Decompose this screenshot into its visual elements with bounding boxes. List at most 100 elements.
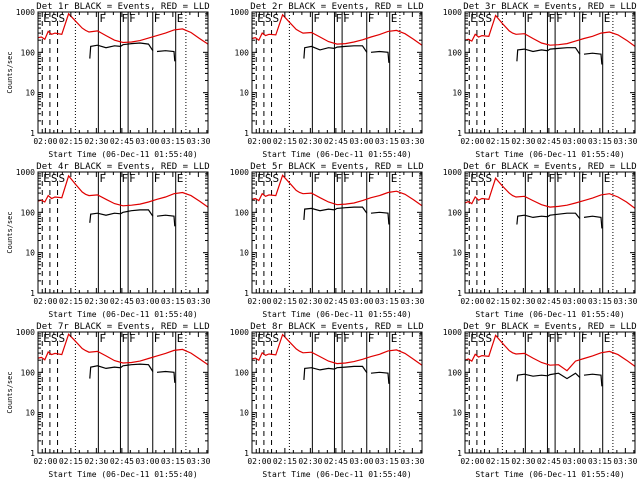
marker-label: F (99, 332, 106, 345)
panel-title: Det 2r BLACK = Events, RED = LLD (250, 2, 423, 12)
marker-label: F (526, 332, 533, 345)
marker-label: F (526, 12, 533, 25)
detector-panel-8: Det 8r BLACK = Events, RED = LLD Start Ti… (230, 322, 425, 479)
marker-label: E (470, 332, 477, 345)
x-tick-label: 03:15 (161, 137, 185, 146)
y-tick-label: 1 (457, 129, 462, 138)
marker-label: F (154, 332, 161, 345)
marker-label: S (59, 172, 66, 185)
events-series-line (370, 211, 390, 225)
y-tick-label: 1 (244, 289, 249, 298)
y-tick-label: 10 (239, 409, 249, 418)
plot-frame (37, 171, 209, 294)
y-tick-label: 1000 (443, 8, 462, 17)
y-tick-label: 100 (235, 48, 250, 57)
lld-series-line (37, 12, 209, 45)
marker-label: S (265, 172, 272, 185)
y-tick-label: 10 (452, 249, 462, 258)
panel-title: Det 4r BLACK = Events, RED = LLD (36, 162, 209, 172)
x-tick-label: 02:30 (84, 137, 108, 146)
marker-label: E (43, 12, 50, 25)
marker-label: S (59, 12, 66, 25)
marker-label: E (470, 172, 477, 185)
events-series-line (370, 50, 390, 63)
marker-label: E (604, 332, 611, 345)
x-tick-label: 02:45 (324, 137, 348, 146)
marker-label: F (313, 332, 320, 345)
lld-series-line (251, 174, 423, 207)
x-tick-label: 02:15 (486, 457, 510, 466)
y-tick-label: 1000 (16, 328, 35, 337)
marker-label: F (129, 172, 136, 185)
y-tick-label: 10 (25, 409, 35, 418)
x-tick-label: 02:45 (537, 457, 561, 466)
detector-panel-2: Det 2r BLACK = Events, RED = LLD Start Ti… (230, 2, 425, 159)
events-series-line (156, 214, 176, 227)
marker-label: S (265, 12, 272, 25)
x-tick-label: 02:15 (59, 297, 83, 306)
plot-frame (464, 171, 636, 294)
plot-frame (37, 11, 209, 134)
x-tick-label: 03:30 (613, 137, 637, 146)
panel-title: Det 1r BLACK = Events, RED = LLD (36, 2, 209, 12)
events-series-line (583, 373, 603, 387)
marker-label: F (556, 332, 563, 345)
y-tick-label: 1000 (230, 168, 249, 177)
marker-label: E (43, 172, 50, 185)
marker-label: E (257, 172, 264, 185)
y-tick-label: 1 (30, 289, 35, 298)
marker-label: F (343, 172, 350, 185)
lld-series-line (464, 177, 636, 209)
y-tick-label: 1000 (443, 168, 462, 177)
x-tick-label: 03:30 (400, 297, 424, 306)
marker-label: S (51, 12, 58, 25)
marker-label: S (478, 332, 485, 345)
marker-label: S (486, 172, 493, 185)
lld-series-line (251, 333, 423, 366)
x-tick-label: 02:00 (33, 137, 57, 146)
x-tick-label: 02:45 (110, 137, 134, 146)
marker-label: F (548, 12, 555, 25)
marker-label: F (313, 172, 320, 185)
marker-label: F (313, 12, 320, 25)
x-tick-label: 02:00 (33, 297, 57, 306)
lld-series-line (464, 334, 636, 372)
y-axis-label: Counts/sec (6, 51, 14, 93)
events-series-line (303, 365, 368, 380)
x-tick-label: 03:15 (161, 297, 185, 306)
x-tick-label: 03:00 (135, 457, 159, 466)
x-tick-label: 03:00 (562, 457, 586, 466)
plot-frame (251, 11, 423, 134)
y-tick-label: 1000 (230, 8, 249, 17)
events-series-line (516, 47, 581, 62)
x-tick-label: 03:15 (375, 457, 399, 466)
marker-label: F (154, 12, 161, 25)
detector-panel-9: Det 9r BLACK = Events, RED = LLD Start Ti… (443, 322, 638, 479)
x-tick-label: 02:45 (324, 457, 348, 466)
x-tick-label: 02:00 (460, 457, 484, 466)
x-tick-label: 02:30 (511, 457, 535, 466)
detector-panel-7: Det 7r BLACK = Events, RED = LLD Start Ti… (6, 322, 211, 479)
marker-label: E (257, 12, 264, 25)
events-series-line (156, 370, 176, 383)
x-tick-label: 03:30 (186, 297, 210, 306)
panel-title: Det 7r BLACK = Events, RED = LLD (36, 322, 209, 332)
marker-label: E (470, 12, 477, 25)
x-tick-label: 03:30 (186, 137, 210, 146)
plot-frame (37, 331, 209, 454)
panel-title: Det 3r BLACK = Events, RED = LLD (463, 2, 636, 12)
marker-label: F (368, 12, 375, 25)
x-axis-label: Start Time (06-Dec-11 01:55:40) (475, 470, 624, 479)
plot-frame (251, 171, 423, 294)
x-tick-label: 02:15 (273, 137, 297, 146)
x-tick-label: 03:15 (375, 137, 399, 146)
events-series-line (303, 206, 368, 220)
marker-label: S (273, 332, 280, 345)
x-tick-label: 03:15 (161, 457, 185, 466)
x-tick-label: 02:45 (537, 137, 561, 146)
x-axis-label: Start Time (06-Dec-11 01:55:40) (48, 470, 197, 479)
marker-label: F (556, 172, 563, 185)
y-tick-label: 1000 (16, 168, 35, 177)
marker-label: E (257, 332, 264, 345)
y-tick-label: 10 (25, 89, 35, 98)
